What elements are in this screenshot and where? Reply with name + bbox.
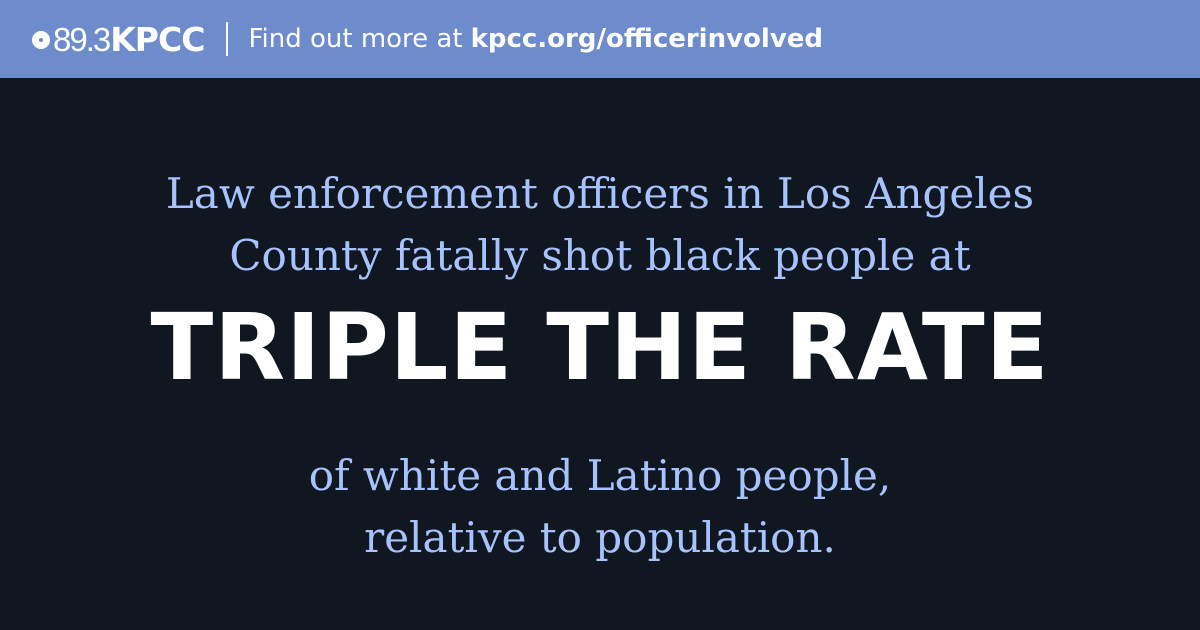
logo-station-name: KPCC	[110, 19, 205, 59]
find-more-text: Find out more at kpcc.org/officerinvolved	[248, 26, 823, 52]
headline: TRIPLE THE RATE	[150, 294, 1050, 401]
top-banner: 89.3 KPCC Find out more at kpcc.org/offic…	[0, 0, 1200, 78]
outro-text: of white and Latino people, relative to …	[0, 445, 1200, 569]
intro-text: Law enforcement officers in Los Angeles …	[0, 163, 1200, 287]
find-more-url-link[interactable]: kpcc.org/officerinvolved	[470, 24, 824, 54]
kpcc-logo-ring-icon	[32, 30, 50, 49]
logo-frequency: 89.3	[53, 20, 111, 58]
kpcc-logo[interactable]: 89.3 KPCC	[32, 0, 205, 78]
outro-line: relative to population.	[364, 513, 836, 562]
outro-line: of white and Latino people,	[308, 451, 892, 500]
banner-divider	[226, 22, 229, 56]
intro-line: Law enforcement officers in Los Angeles	[165, 169, 1035, 218]
intro-line: County fatally shot black people at	[229, 231, 971, 280]
find-more-prompt: Find out more at	[248, 24, 463, 54]
main-content: Law enforcement officers in Los Angeles …	[0, 78, 1200, 630]
